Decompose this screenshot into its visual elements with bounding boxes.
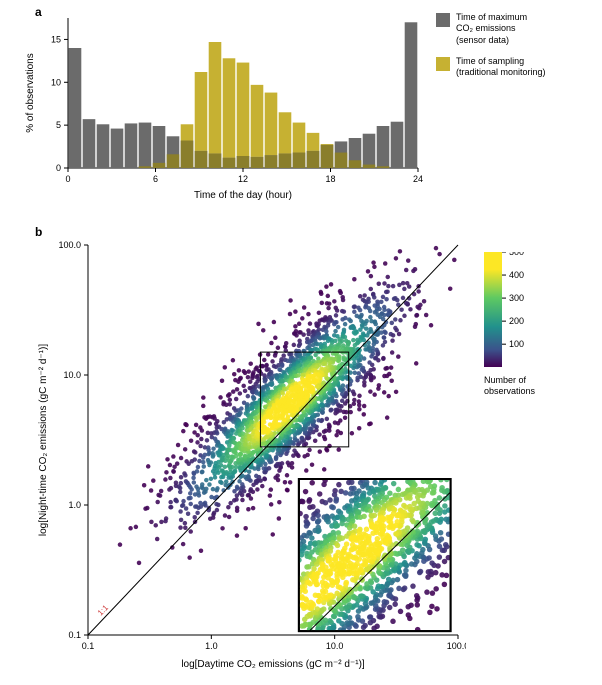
- svg-text:log[Night-time CO₂ emissions (: log[Night-time CO₂ emissions (gC m⁻² d⁻¹…: [38, 344, 49, 536]
- svg-text:1.0: 1.0: [68, 500, 81, 510]
- svg-text:12: 12: [238, 174, 248, 184]
- svg-text:10.0: 10.0: [326, 641, 344, 651]
- svg-text:500: 500: [509, 252, 524, 257]
- svg-text:1.0: 1.0: [205, 641, 218, 651]
- legend-item: Time of sampling(traditional monitoring): [436, 56, 546, 79]
- svg-text:1:1: 1:1: [96, 603, 111, 618]
- svg-text:100.0: 100.0: [58, 240, 81, 250]
- svg-text:0: 0: [56, 163, 61, 173]
- svg-text:10.0: 10.0: [63, 370, 81, 380]
- svg-text:0: 0: [65, 174, 70, 184]
- svg-text:200: 200: [509, 316, 524, 326]
- svg-text:Number of: Number of: [484, 375, 527, 385]
- svg-text:10: 10: [51, 77, 61, 87]
- legend-swatch: [436, 57, 450, 71]
- svg-text:log[Daytime CO₂ emissions (gC: log[Daytime CO₂ emissions (gC m⁻² d⁻¹)]: [181, 659, 365, 670]
- legend-item: Time of maximumCO₂ emissions(sensor data…: [436, 12, 546, 46]
- legend-label: Time of maximumCO₂ emissions(sensor data…: [456, 12, 527, 46]
- histogram-legend: Time of maximumCO₂ emissions(sensor data…: [436, 12, 546, 88]
- legend-label: Time of sampling(traditional monitoring): [456, 56, 546, 79]
- svg-text:100.0: 100.0: [447, 641, 466, 651]
- svg-text:18: 18: [325, 174, 335, 184]
- svg-text:15: 15: [51, 34, 61, 44]
- histogram-chart: 0 6 12 18 24 0 5 10 15 Time of the day (hour) % of…: [13, 3, 426, 203]
- colorbar: 100 200 300 400 500 Number ofobservations: [484, 252, 594, 417]
- svg-text:0.1: 0.1: [82, 641, 95, 651]
- svg-text:100: 100: [509, 339, 524, 349]
- svg-text:6: 6: [153, 174, 158, 184]
- svg-text:24: 24: [413, 174, 423, 184]
- svg-text:0.1: 0.1: [68, 630, 81, 640]
- scatter-chart: 0.1 1.0 10.0 100.0 0.1 1.0 10.0 100.0 log[Daytim…: [30, 235, 466, 675]
- legend-swatch: [436, 13, 450, 27]
- svg-text:observations: observations: [484, 386, 536, 396]
- svg-text:300: 300: [509, 293, 524, 303]
- svg-text:5: 5: [56, 120, 61, 130]
- svg-text:% of observations: % of observations: [25, 53, 36, 133]
- svg-text:Time of the day (hour): Time of the day (hour): [194, 190, 292, 201]
- svg-text:400: 400: [509, 270, 524, 280]
